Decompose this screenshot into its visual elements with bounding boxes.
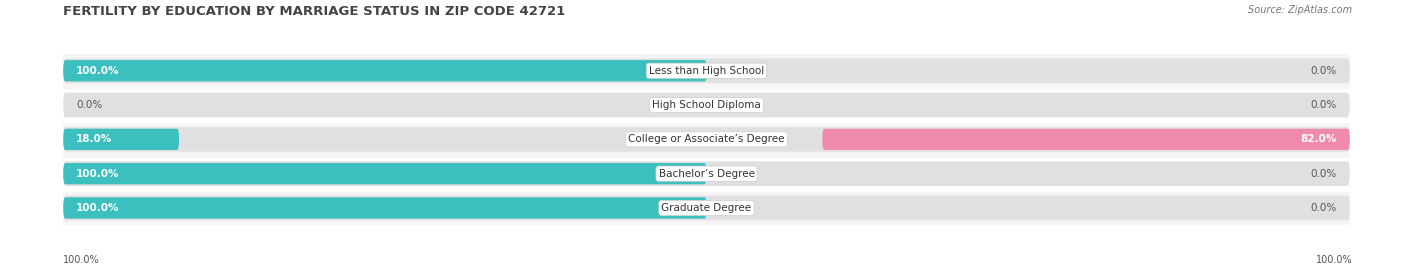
Text: High School Diploma: High School Diploma	[652, 100, 761, 110]
FancyBboxPatch shape	[63, 129, 179, 150]
Text: 100.0%: 100.0%	[76, 66, 120, 76]
Bar	[63, 54, 1350, 88]
Text: College or Associate’s Degree: College or Associate’s Degree	[628, 134, 785, 144]
Bar	[63, 191, 1350, 225]
Text: 82.0%: 82.0%	[1301, 134, 1337, 144]
Text: 100.0%: 100.0%	[76, 169, 120, 179]
Text: Graduate Degree: Graduate Degree	[661, 203, 752, 213]
Text: 100.0%: 100.0%	[63, 255, 100, 265]
FancyBboxPatch shape	[63, 197, 707, 219]
Text: Less than High School: Less than High School	[650, 66, 763, 76]
Text: FERTILITY BY EDUCATION BY MARRIAGE STATUS IN ZIP CODE 42721: FERTILITY BY EDUCATION BY MARRIAGE STATU…	[63, 5, 565, 18]
Text: 18.0%: 18.0%	[76, 134, 112, 144]
FancyBboxPatch shape	[63, 60, 707, 81]
Text: Source: ZipAtlas.com: Source: ZipAtlas.com	[1249, 5, 1353, 15]
Text: 0.0%: 0.0%	[1310, 169, 1337, 179]
Bar	[63, 157, 1350, 191]
Text: 0.0%: 0.0%	[76, 100, 103, 110]
Bar	[63, 88, 1350, 122]
FancyBboxPatch shape	[63, 196, 1350, 220]
FancyBboxPatch shape	[63, 127, 1350, 152]
Text: 0.0%: 0.0%	[1310, 100, 1337, 110]
Text: 0.0%: 0.0%	[1310, 66, 1337, 76]
Text: Bachelor’s Degree: Bachelor’s Degree	[658, 169, 755, 179]
FancyBboxPatch shape	[63, 93, 1350, 117]
FancyBboxPatch shape	[63, 161, 1350, 186]
Text: 100.0%: 100.0%	[1316, 255, 1353, 265]
Bar	[63, 122, 1350, 157]
FancyBboxPatch shape	[823, 129, 1350, 150]
FancyBboxPatch shape	[63, 58, 1350, 83]
FancyBboxPatch shape	[63, 163, 707, 184]
Text: 100.0%: 100.0%	[76, 203, 120, 213]
Text: 0.0%: 0.0%	[1310, 203, 1337, 213]
